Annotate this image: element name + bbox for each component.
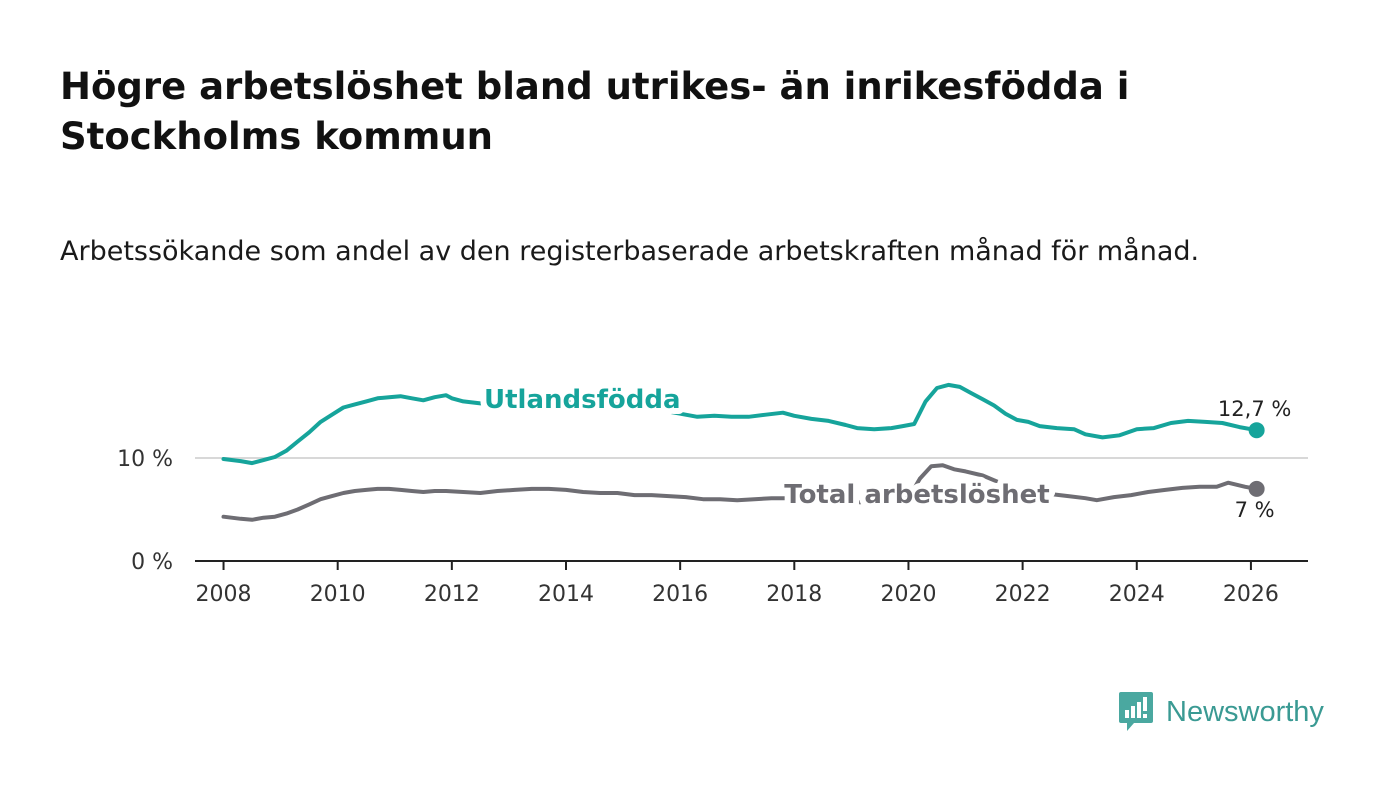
label-layer: 12,7 % 7 % Utlandsfödda Total arbetslöshet <box>478 379 1291 522</box>
series-name-label-total: Total arbetslöshet <box>784 480 1049 510</box>
x-tick-label: 2008 <box>196 582 252 607</box>
x-tick-label: 2016 <box>652 582 708 607</box>
newsworthy-logo-text: Newsworthy <box>1166 695 1324 728</box>
series-end-label-utlandsfodda: 12,7 % <box>1218 397 1291 421</box>
series-end-label-total: 7 % <box>1235 498 1275 522</box>
newsworthy-logo-icon <box>1119 692 1153 731</box>
x-tick-label: 2026 <box>1223 582 1279 607</box>
series-name-label-utlandsfodda: Utlandsfödda <box>484 385 681 415</box>
series-line-total <box>221 463 1259 522</box>
series-end-point-total <box>1248 480 1265 497</box>
x-tick-label: 2020 <box>880 582 936 607</box>
x-tick-label: 2018 <box>766 582 822 607</box>
axis-layer: 0 % 10 % 2008 2010 2012 2014 2016 2018 2020 2022 2… <box>117 447 1308 607</box>
x-tick-label: 2024 <box>1109 582 1165 607</box>
chart-subtitle: Arbetssökande som andel av den registerb… <box>60 236 1200 267</box>
chart-title: Högre arbetslöshet bland utrikes- än inr… <box>60 65 1130 158</box>
series-end-point-utlandsfodda <box>1248 422 1265 439</box>
y-tick-label: 10 % <box>117 447 173 472</box>
x-tick-label: 2010 <box>310 582 366 607</box>
x-tick-label: 2014 <box>538 582 594 607</box>
series-layer <box>221 382 1265 522</box>
newsworthy-logo: Newsworthy <box>1118 690 1324 734</box>
series-line-utlandsfodda <box>221 382 1259 466</box>
y-tick-label: 0 % <box>131 550 173 575</box>
x-tick-label: 2012 <box>424 582 480 607</box>
x-tick-label: 2022 <box>995 582 1051 607</box>
